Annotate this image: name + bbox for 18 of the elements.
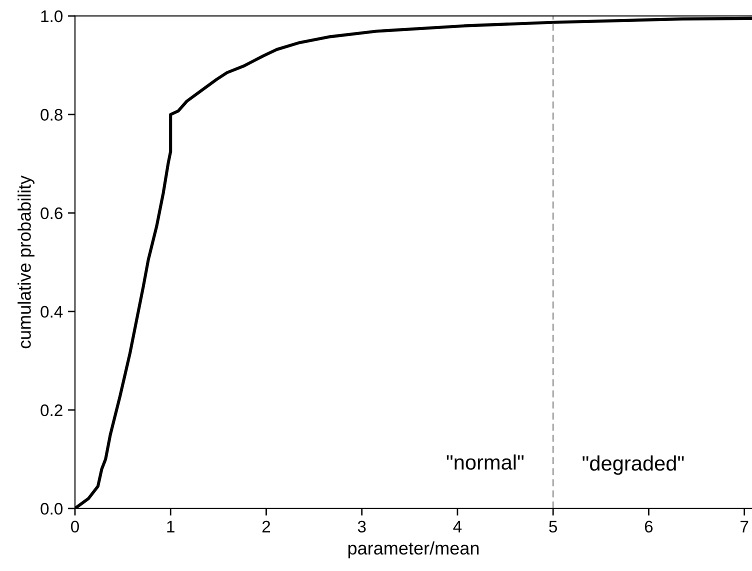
x-tick-label: 2 [262, 520, 270, 532]
y-tick-label: 0.4 [40, 306, 63, 318]
x-tick-label: 4 [453, 520, 462, 532]
x-tick-label: 5 [549, 520, 558, 533]
y-tick-label: 0.8 [40, 108, 62, 121]
x-tick-label: 7 [740, 520, 748, 532]
y-tick-label: 0.6 [40, 207, 62, 220]
x-tick-label: 1 [167, 520, 174, 532]
x-tick-label: 3 [358, 520, 366, 533]
y-tick-label: 0.0 [40, 502, 63, 515]
x-axis-title: parameter/mean [348, 541, 479, 558]
x-tick-label: 6 [644, 520, 653, 533]
x-tick-label: 0 [70, 520, 79, 533]
y-axis-title: cumulative probability [18, 175, 34, 348]
y-tick-label: 1.0 [41, 10, 63, 22]
annotation: "normal" [446, 454, 524, 470]
annotation: "degraded" [582, 455, 684, 475]
y-tick-label: 0.2 [40, 404, 62, 416]
